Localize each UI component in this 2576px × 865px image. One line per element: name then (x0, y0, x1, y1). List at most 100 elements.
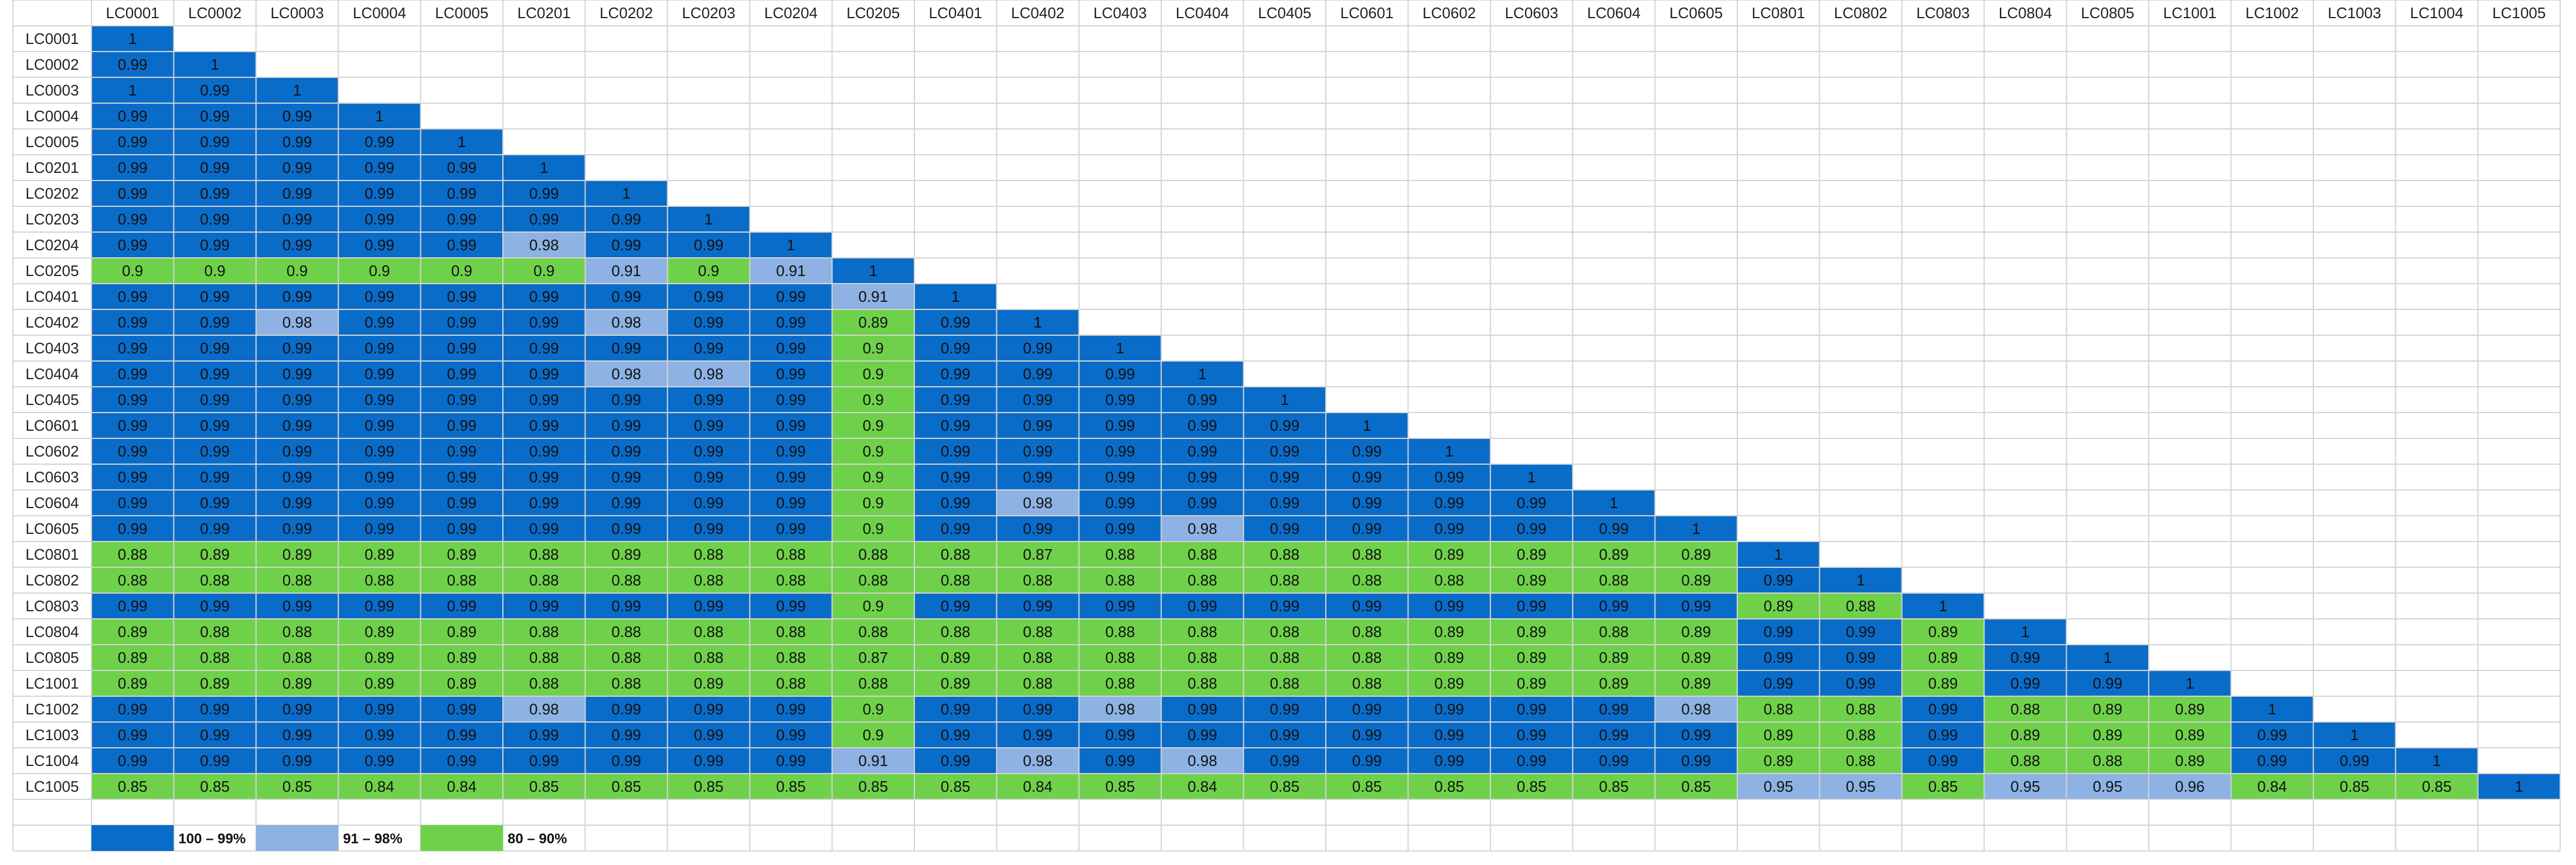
cell-value: 0.99 (365, 442, 394, 460)
cell-value: 0.85 (118, 778, 148, 795)
cell-value: 0.88 (1187, 675, 1217, 692)
cell-value: 0.99 (941, 468, 971, 486)
heatmap-cell (2149, 696, 2231, 722)
cell-value: 0.9 (863, 494, 884, 512)
heatmap-cell (1161, 516, 1244, 542)
cell-value: 0.88 (529, 675, 559, 692)
cell-value: 0.88 (1105, 571, 1135, 589)
cell-value: 0.88 (1023, 649, 1053, 666)
heatmap-cell (173, 645, 256, 670)
heatmap-cell (338, 206, 421, 232)
cell-value: 0.88 (776, 675, 806, 692)
legend-label: 100 – 99% (178, 831, 246, 847)
heatmap-cell (832, 542, 914, 567)
heatmap-cell (914, 593, 997, 619)
cell-value: 0.89 (1681, 649, 1711, 666)
row-header: LC0802 (25, 571, 79, 589)
cell-value: 0.99 (694, 417, 724, 434)
cell-value: 0.99 (447, 210, 477, 228)
row-header: LC0204 (25, 236, 79, 254)
cell-value: 0.99 (118, 597, 148, 615)
cell-value: 0.88 (776, 571, 806, 589)
cell-value: 0.99 (283, 417, 312, 434)
cell-value: 0.99 (447, 597, 477, 615)
cell-value: 0.9 (369, 262, 390, 280)
heatmap-cell (914, 696, 997, 722)
heatmap-cell (914, 670, 997, 696)
heatmap-cell (750, 593, 832, 619)
cell-value: 0.99 (1270, 494, 1299, 512)
cell-value: 0.99 (694, 391, 724, 408)
cell-value: 0.89 (1434, 623, 1464, 641)
heatmap-cell (832, 696, 914, 722)
cell-value: 0.89 (283, 546, 312, 563)
cell-value: 0.99 (447, 468, 477, 486)
cell-value: 0.99 (1681, 597, 1711, 615)
cell-value: 1 (2350, 726, 2359, 744)
heatmap-cell (1161, 619, 1244, 645)
row-header: LC1002 (25, 700, 79, 718)
row-header: LC0601 (25, 417, 79, 434)
gridlines (12, 0, 2561, 852)
heatmap-cell (503, 387, 586, 413)
cell-value: 0.99 (118, 417, 148, 434)
cell-value: 0.99 (694, 339, 724, 357)
heatmap-cell (420, 438, 503, 464)
heatmap-cell (585, 413, 668, 438)
column-header: LC1001 (2163, 4, 2217, 22)
heatmap-cell (173, 206, 256, 232)
cell-value: 0.89 (1928, 649, 1958, 666)
heatmap-cell (1737, 670, 1820, 696)
cell-value: 0.89 (2092, 700, 2122, 718)
heatmap-cell (996, 438, 1079, 464)
heatmap-cell (914, 645, 997, 670)
heatmap-cell (914, 387, 997, 413)
cell-value: 0.99 (1023, 417, 1053, 434)
heatmap-cell (503, 722, 586, 748)
heatmap-cell (1161, 413, 1244, 438)
cell-value: 0.88 (1187, 571, 1217, 589)
cell-value: 0.89 (1599, 675, 1629, 692)
column-header: LC0205 (846, 4, 900, 22)
cell-value: 0.99 (1599, 726, 1629, 744)
heatmap-cell (1737, 542, 1820, 567)
cell-value: 0.99 (776, 288, 806, 305)
cell-value: 0.99 (283, 700, 312, 718)
heatmap-cell (503, 490, 586, 516)
heatmap-cell (173, 464, 256, 490)
heatmap-cell (256, 774, 339, 799)
row-header: LC1001 (25, 675, 79, 692)
cell-value: 0.88 (529, 649, 559, 666)
heatmap-cell (667, 774, 750, 799)
cell-value: 0.99 (1517, 752, 1547, 769)
cell-value: 0.99 (941, 726, 971, 744)
cell-value: 0.99 (1434, 752, 1464, 769)
cell-value: 0.99 (1846, 649, 1876, 666)
heatmap-cell (1737, 696, 1820, 722)
cell-value: 0.99 (776, 391, 806, 408)
cell-value: 0.89 (2092, 726, 2122, 744)
heatmap-cell (832, 438, 914, 464)
heatmap-cell (1819, 696, 1902, 722)
heatmap-cell (1078, 438, 1162, 464)
cell-value: 1 (622, 185, 630, 202)
cell-value: 0.99 (776, 365, 806, 383)
column-header: LC0604 (1587, 4, 1641, 22)
heatmap-cell (667, 696, 750, 722)
heatmap-cell (750, 645, 832, 670)
heatmap-cell (1737, 619, 1820, 645)
cell-value: 0.88 (1187, 546, 1217, 563)
cell-value: 0.89 (1434, 649, 1464, 666)
cell-value: 0.99 (200, 236, 230, 254)
heatmap-cell (2395, 774, 2478, 799)
cell-value: 1 (1033, 314, 1042, 331)
heatmap-cell (1078, 387, 1162, 413)
heatmap-cell (1655, 696, 1737, 722)
cell-value: 0.99 (529, 314, 559, 331)
row-header: LC0602 (25, 442, 79, 460)
heatmap-cell (667, 284, 750, 309)
cell-value: 0.98 (1681, 700, 1711, 718)
row-header: LC0002 (25, 56, 79, 73)
heatmap-cell (91, 77, 174, 103)
cell-value: 0.99 (447, 314, 477, 331)
